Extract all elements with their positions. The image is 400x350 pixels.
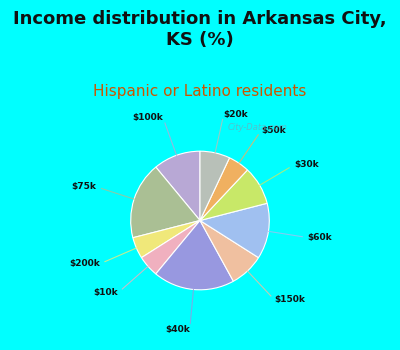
Text: $75k: $75k (72, 182, 96, 191)
Wedge shape (131, 167, 200, 238)
Text: $50k: $50k (261, 126, 286, 135)
Text: $100k: $100k (132, 113, 163, 122)
Wedge shape (156, 220, 233, 290)
Wedge shape (200, 220, 258, 281)
Text: $200k: $200k (69, 259, 100, 268)
Wedge shape (200, 158, 248, 220)
Text: City-Data.com: City-Data.com (228, 124, 288, 133)
Wedge shape (200, 203, 269, 258)
Text: $40k: $40k (165, 324, 190, 334)
Wedge shape (156, 151, 200, 220)
Wedge shape (133, 220, 200, 258)
Text: $150k: $150k (275, 295, 306, 304)
Text: Hispanic or Latino residents: Hispanic or Latino residents (93, 84, 307, 99)
Text: $60k: $60k (308, 233, 332, 242)
Wedge shape (142, 220, 200, 274)
Wedge shape (200, 151, 230, 220)
Text: $30k: $30k (294, 161, 318, 169)
Text: $20k: $20k (224, 110, 248, 119)
Text: Income distribution in Arkansas City,
KS (%): Income distribution in Arkansas City, KS… (13, 10, 387, 49)
Text: $10k: $10k (94, 288, 118, 297)
Wedge shape (200, 170, 267, 220)
